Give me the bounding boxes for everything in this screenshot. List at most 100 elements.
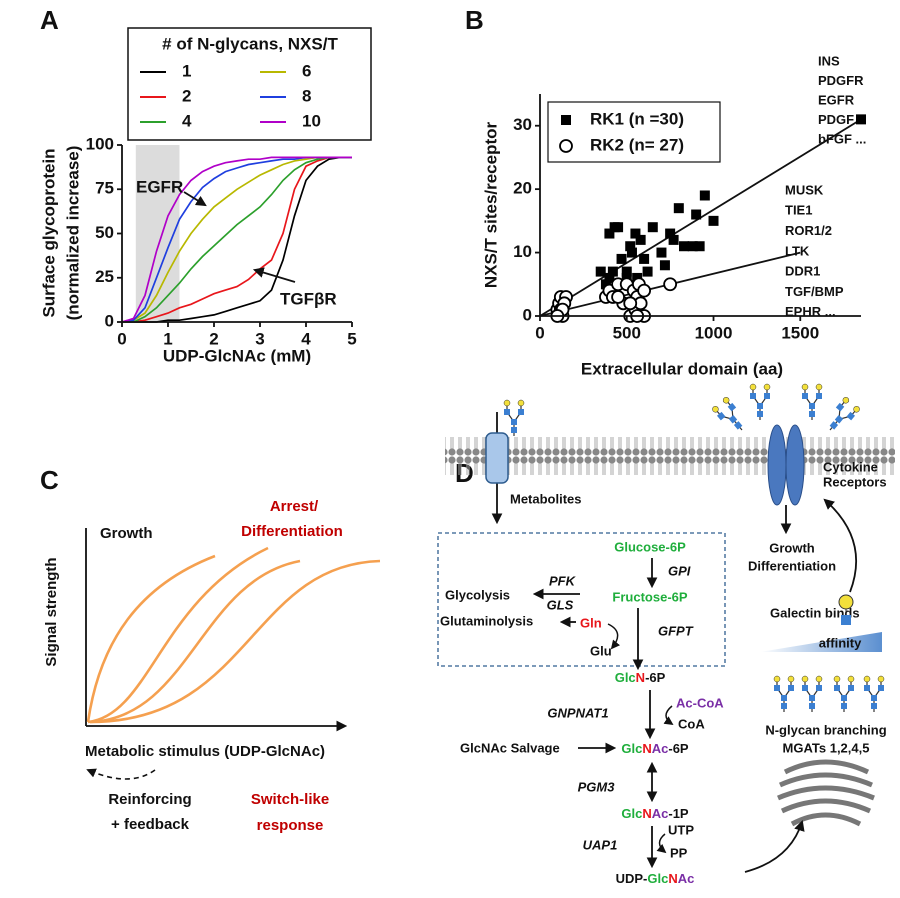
enzyme: GFPT [658,623,694,638]
label: Receptors [823,474,887,489]
metabolite: GlcN-6P [615,670,666,685]
label: response [257,817,324,834]
label: Galectin binds [770,605,860,620]
legend-label: 2 [182,86,191,105]
gene-label: LTK [785,243,810,258]
x-tick-label: 5 [347,329,356,348]
gene-label: EGFR [818,92,855,107]
y-tick-label: 0 [523,305,532,324]
point [659,260,670,271]
y-tick-label: 50 [95,223,114,242]
metabolite: Glu [590,643,612,658]
x-tick-label: 1500 [781,323,819,342]
curve [89,559,301,724]
gene-label: bFGF ... [818,131,866,146]
glycan [821,395,862,438]
line [121,156,352,323]
galectin-icon [838,594,854,610]
pathway: Glycolysis [445,587,510,602]
annotation: EGFR [136,177,183,196]
x-tick-label: 3 [255,329,264,348]
legend-label: 4 [182,111,192,130]
point [642,266,653,277]
point [600,279,611,290]
glycan [503,399,525,437]
x-tick-label: 0 [117,329,126,348]
pathway: Glutaminolysis [440,613,533,628]
point [611,290,625,304]
y-tick-label: 25 [95,267,114,286]
y-tick-label: 100 [86,134,114,153]
point [621,266,632,277]
point [630,228,641,239]
point [663,277,678,292]
y-tick-label: 20 [513,179,532,198]
y-axis-label: NXS/T sites/receptor [481,121,500,288]
y-tick-label: 0 [105,311,114,330]
point [708,215,719,226]
legend-label: 1 [182,61,191,80]
point [635,234,646,245]
label: Reinforcing [108,791,191,808]
label: Differentiation [241,523,343,540]
enzyme: GNPNAT1 [547,705,608,720]
metabolite: UDP-GlcNAc [616,871,695,886]
x-tick-label: 500 [613,323,641,342]
x-axis-label: Extracellular domain (aa) [581,359,783,378]
point [668,234,679,245]
label: Metabolites [510,491,582,506]
legend-label: RK2 (n= 27) [590,135,684,154]
metabolite: CoA [678,716,705,731]
legend-label: 8 [302,86,311,105]
legend-label: 6 [302,61,311,80]
x-tick-label: 1000 [695,323,733,342]
pathway: GlcNAc Salvage [460,740,560,755]
arrow [86,768,156,780]
compartment-box [437,532,726,667]
point [699,190,710,201]
gene-label: ROR1/2 [785,223,832,238]
metabolite: UTP [668,822,694,837]
point [673,203,684,214]
point [595,266,606,277]
gene-label: PDGF [818,112,854,127]
metabolite: GlcNAc-1P [621,806,689,821]
enzyme: GLS [547,597,574,612]
metabolite: Gln [580,615,602,630]
point [656,247,667,258]
panel-label: A [40,5,59,35]
enzyme: UAP1 [583,837,618,852]
arrow [663,705,674,725]
annotation: TGFβR [280,289,337,308]
x-tick-label: 4 [301,329,311,348]
legend-marker [559,139,573,153]
glycan [833,675,855,713]
point [623,296,638,311]
y-tick-label: 75 [95,179,114,198]
point [639,253,650,264]
curve [86,554,216,723]
curve [87,546,269,724]
glycan [749,383,771,421]
label: Cytokine [823,459,878,474]
membrane [445,437,895,475]
point [691,209,702,220]
y-axis-label: (normalized increase) [63,146,82,321]
label: affinity [819,635,862,650]
arrow [744,819,805,873]
legend-marker [561,115,571,125]
legend-box [127,27,372,141]
point [613,222,624,233]
axis-label: Signal strength [43,557,60,666]
receptor [785,424,805,506]
axis-label: Metabolic stimulus (UDP-GlcNAc) [85,743,325,760]
gene-label: PDGFR [818,73,864,88]
receptor [767,424,787,506]
channel [485,432,509,484]
curve [89,559,381,724]
metabolite: Ac-CoA [676,695,724,710]
legend-box [547,101,721,163]
point [687,241,698,252]
point [856,114,866,125]
